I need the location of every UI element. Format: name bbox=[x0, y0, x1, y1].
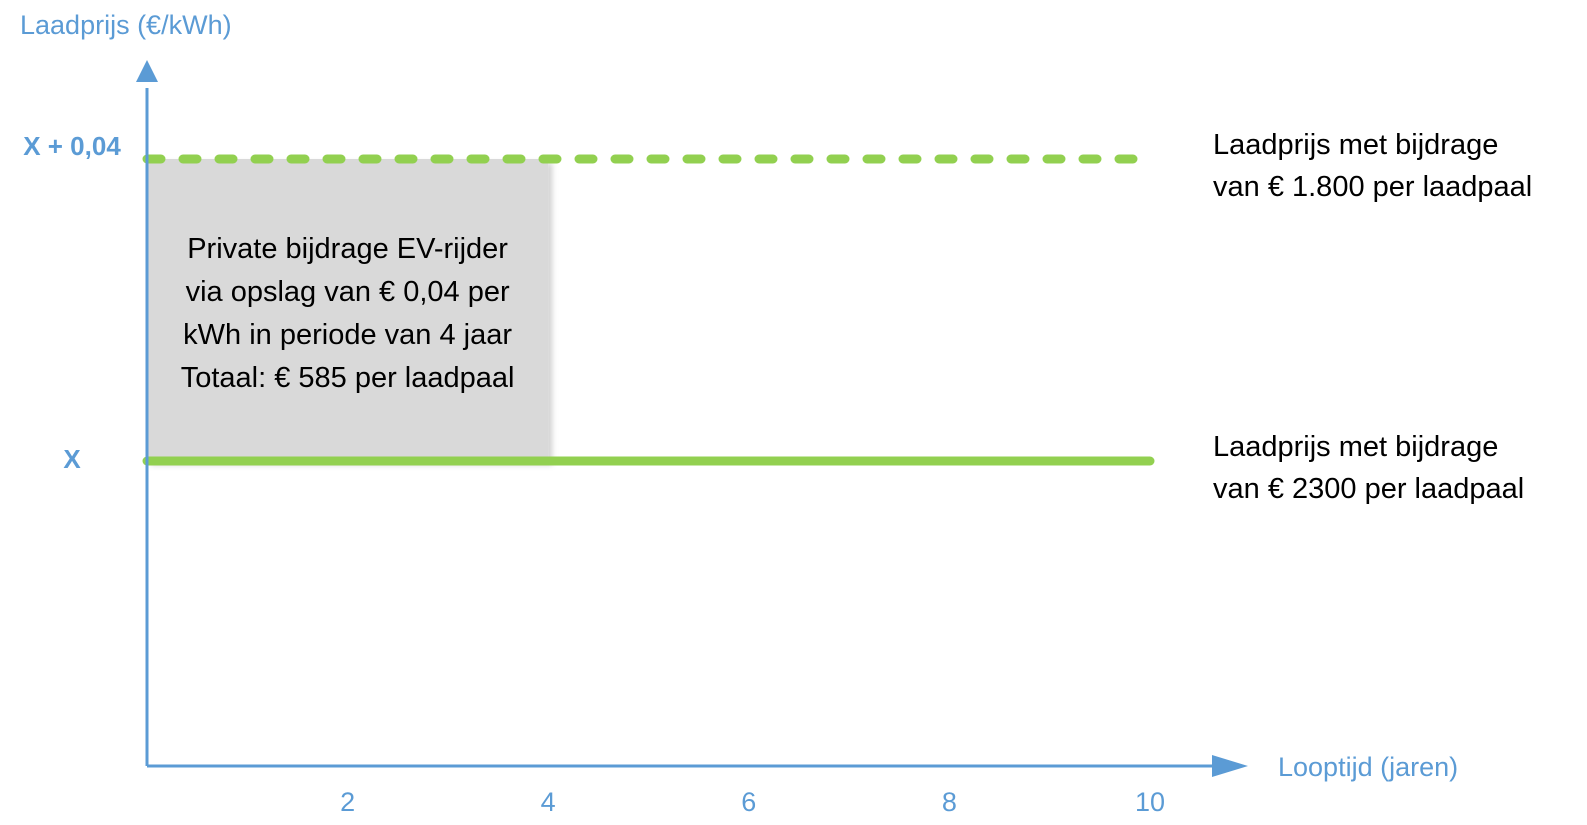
annotation-line: kWh in periode van 4 jaar bbox=[183, 319, 512, 351]
y-axis-arrow-icon bbox=[136, 60, 158, 82]
series-label: van € 1.800 per laadpaal bbox=[1213, 171, 1532, 203]
series-lines bbox=[142, 154, 1155, 466]
series-label: Laadprijs met bijdrage bbox=[1213, 431, 1498, 463]
annotation-line: via opslag van € 0,04 per bbox=[186, 276, 510, 308]
x-tick-label: 4 bbox=[541, 787, 556, 817]
annotation-line: Private bijdrage EV-rijder bbox=[187, 233, 508, 265]
x-tick-label: 2 bbox=[340, 787, 355, 817]
private-contribution-text: Private bijdrage EV-rijder via opslag van… bbox=[181, 233, 515, 394]
y-tick-label: X + 0,04 bbox=[23, 131, 121, 161]
y-tick-label: X bbox=[63, 444, 81, 474]
series-labels: Laadprijs met bijdrage van € 1.800 per la… bbox=[1213, 129, 1532, 505]
y-axis-label: Laadprijs (€/kWh) bbox=[20, 10, 232, 40]
x-tick-label: 10 bbox=[1135, 787, 1165, 817]
x-axis-label: Looptijd (jaren) bbox=[1278, 752, 1458, 782]
series-label: Laadprijs met bijdrage bbox=[1213, 129, 1498, 161]
x-axis-arrow-icon bbox=[1212, 755, 1248, 777]
x-tick-labels: 2 4 6 8 10 bbox=[340, 787, 1165, 817]
series-label: van € 2300 per laadpaal bbox=[1213, 473, 1524, 505]
x-tick-label: 8 bbox=[942, 787, 957, 817]
annotation-line: Totaal: € 585 per laadpaal bbox=[181, 362, 515, 394]
private-contribution-area bbox=[147, 159, 549, 461]
x-tick-label: 6 bbox=[741, 787, 756, 817]
y-tick-labels: X X + 0,04 bbox=[23, 131, 121, 474]
